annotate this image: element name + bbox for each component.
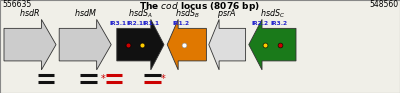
Text: *: *	[160, 74, 165, 84]
Text: The $\mathit{cod}$ locus (8076 bp): The $\mathit{cod}$ locus (8076 bp)	[140, 0, 260, 13]
Polygon shape	[209, 19, 246, 70]
Text: IR1.1: IR1.1	[143, 21, 160, 26]
Text: 556635: 556635	[2, 0, 31, 9]
Polygon shape	[249, 19, 296, 70]
Text: IR1.2: IR1.2	[173, 21, 190, 26]
Polygon shape	[4, 19, 56, 70]
Text: IR3.1: IR3.1	[110, 21, 126, 26]
Text: IR2.1: IR2.1	[127, 21, 144, 26]
Text: $\mathit{hsdM}$: $\mathit{hsdM}$	[74, 7, 97, 18]
Text: $\mathit{hsdS}_{A}$: $\mathit{hsdS}_{A}$	[128, 7, 153, 20]
Text: IR2.2: IR2.2	[252, 21, 268, 26]
Text: $\mathit{hsdS}_{C}$: $\mathit{hsdS}_{C}$	[260, 7, 285, 20]
Text: $\mathit{hsdR}$: $\mathit{hsdR}$	[20, 7, 40, 18]
Polygon shape	[167, 19, 206, 70]
Text: *: *	[101, 74, 106, 84]
Text: IR3.2: IR3.2	[270, 21, 287, 26]
Text: $\mathit{hsdS}_{B}$: $\mathit{hsdS}_{B}$	[175, 7, 200, 20]
Text: 548560: 548560	[369, 0, 398, 9]
Polygon shape	[117, 19, 164, 70]
Polygon shape	[59, 19, 111, 70]
Text: $\mathit{psrA}$: $\mathit{psrA}$	[218, 7, 237, 20]
